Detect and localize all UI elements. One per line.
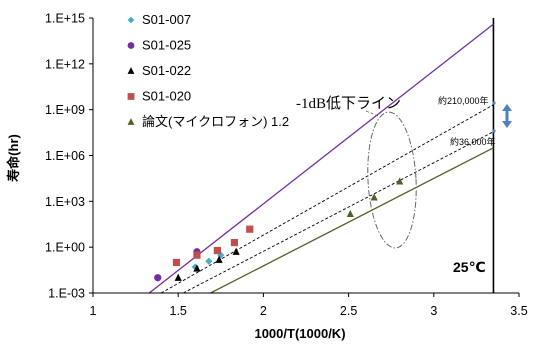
y-axis-label: 寿命(hr)	[6, 134, 21, 182]
data-point	[232, 247, 240, 255]
legend-marker	[127, 16, 135, 24]
x-tick-label: 1	[90, 304, 97, 318]
x-tick-label: 2	[260, 304, 267, 318]
data-point	[215, 255, 223, 263]
data-point	[205, 257, 213, 265]
data-point	[246, 225, 254, 233]
trend-line	[183, 131, 494, 293]
annotation-main: -1dB低下ライン	[296, 95, 401, 112]
plot-area	[148, 18, 495, 293]
x-tick-labels: 1 1.5 2 2.5 3 3.5	[90, 293, 528, 318]
y-tick-label: 1.E+09	[45, 103, 85, 117]
legend-label: 論文(マイクロフォン) 1.2	[142, 114, 289, 129]
y-tick-labels: 1.E-03 1.E+00 1.E+03 1.E+06 1.E+09 1.E+12 1.E+…	[45, 12, 93, 301]
data-point	[346, 209, 354, 218]
legend-label: S01-007	[142, 12, 191, 27]
legend: S01-007 S01-025 S01-022 S01-020 論文(マイクロフォン) …	[127, 12, 289, 129]
x-tick-label: 2.5	[340, 304, 357, 318]
x-tick-label: 3	[430, 304, 437, 318]
x-tick-label: 3.5	[510, 304, 527, 318]
data-point	[172, 258, 181, 267]
legend-marker	[127, 67, 135, 74]
y-tick-label: 1.E+12	[45, 57, 85, 71]
annotation-upper: 約210,000年	[438, 95, 489, 106]
trend-line	[210, 147, 494, 293]
trend-line	[148, 23, 494, 293]
y-tick-label: 1.E-03	[48, 287, 85, 301]
data-point	[193, 264, 201, 272]
legend-label: S01-025	[142, 38, 191, 53]
data-point	[174, 273, 182, 281]
annotation-pointer-upper	[492, 101, 496, 105]
legend-marker	[127, 42, 135, 49]
annotation-temperature: 25℃	[453, 259, 486, 275]
annotation-lower: 約36,000年	[450, 136, 496, 147]
range-arrow-head-down	[502, 121, 512, 128]
range-arrow-head-up	[502, 104, 512, 111]
data-point	[396, 177, 404, 185]
data-point	[370, 193, 378, 201]
y-tick-label: 1.E+06	[45, 149, 85, 163]
data-point	[230, 238, 239, 247]
x-tick-label: 1.5	[170, 304, 187, 318]
trend-line	[160, 104, 494, 293]
legend-label: S01-022	[142, 63, 191, 78]
x-axis-label: 1000/T(1000/K)	[254, 326, 345, 341]
data-point	[193, 251, 201, 259]
legend-label: S01-020	[142, 89, 191, 104]
legend-marker	[127, 93, 135, 100]
highlight-ellipse	[367, 111, 417, 249]
legend-marker	[127, 118, 135, 125]
y-tick-label: 1.E+03	[45, 195, 85, 209]
data-point	[213, 246, 221, 255]
axes	[92, 18, 519, 294]
annotation-leader-line	[365, 110, 379, 117]
data-point	[154, 274, 162, 282]
annotation-pointer-lower	[492, 129, 496, 133]
y-tick-label: 1.E+00	[45, 241, 85, 255]
y-tick-label: 1.E+15	[45, 12, 85, 26]
annotations: -1dB低下ライン 約210,000年 約36,000年 25℃	[296, 95, 512, 275]
